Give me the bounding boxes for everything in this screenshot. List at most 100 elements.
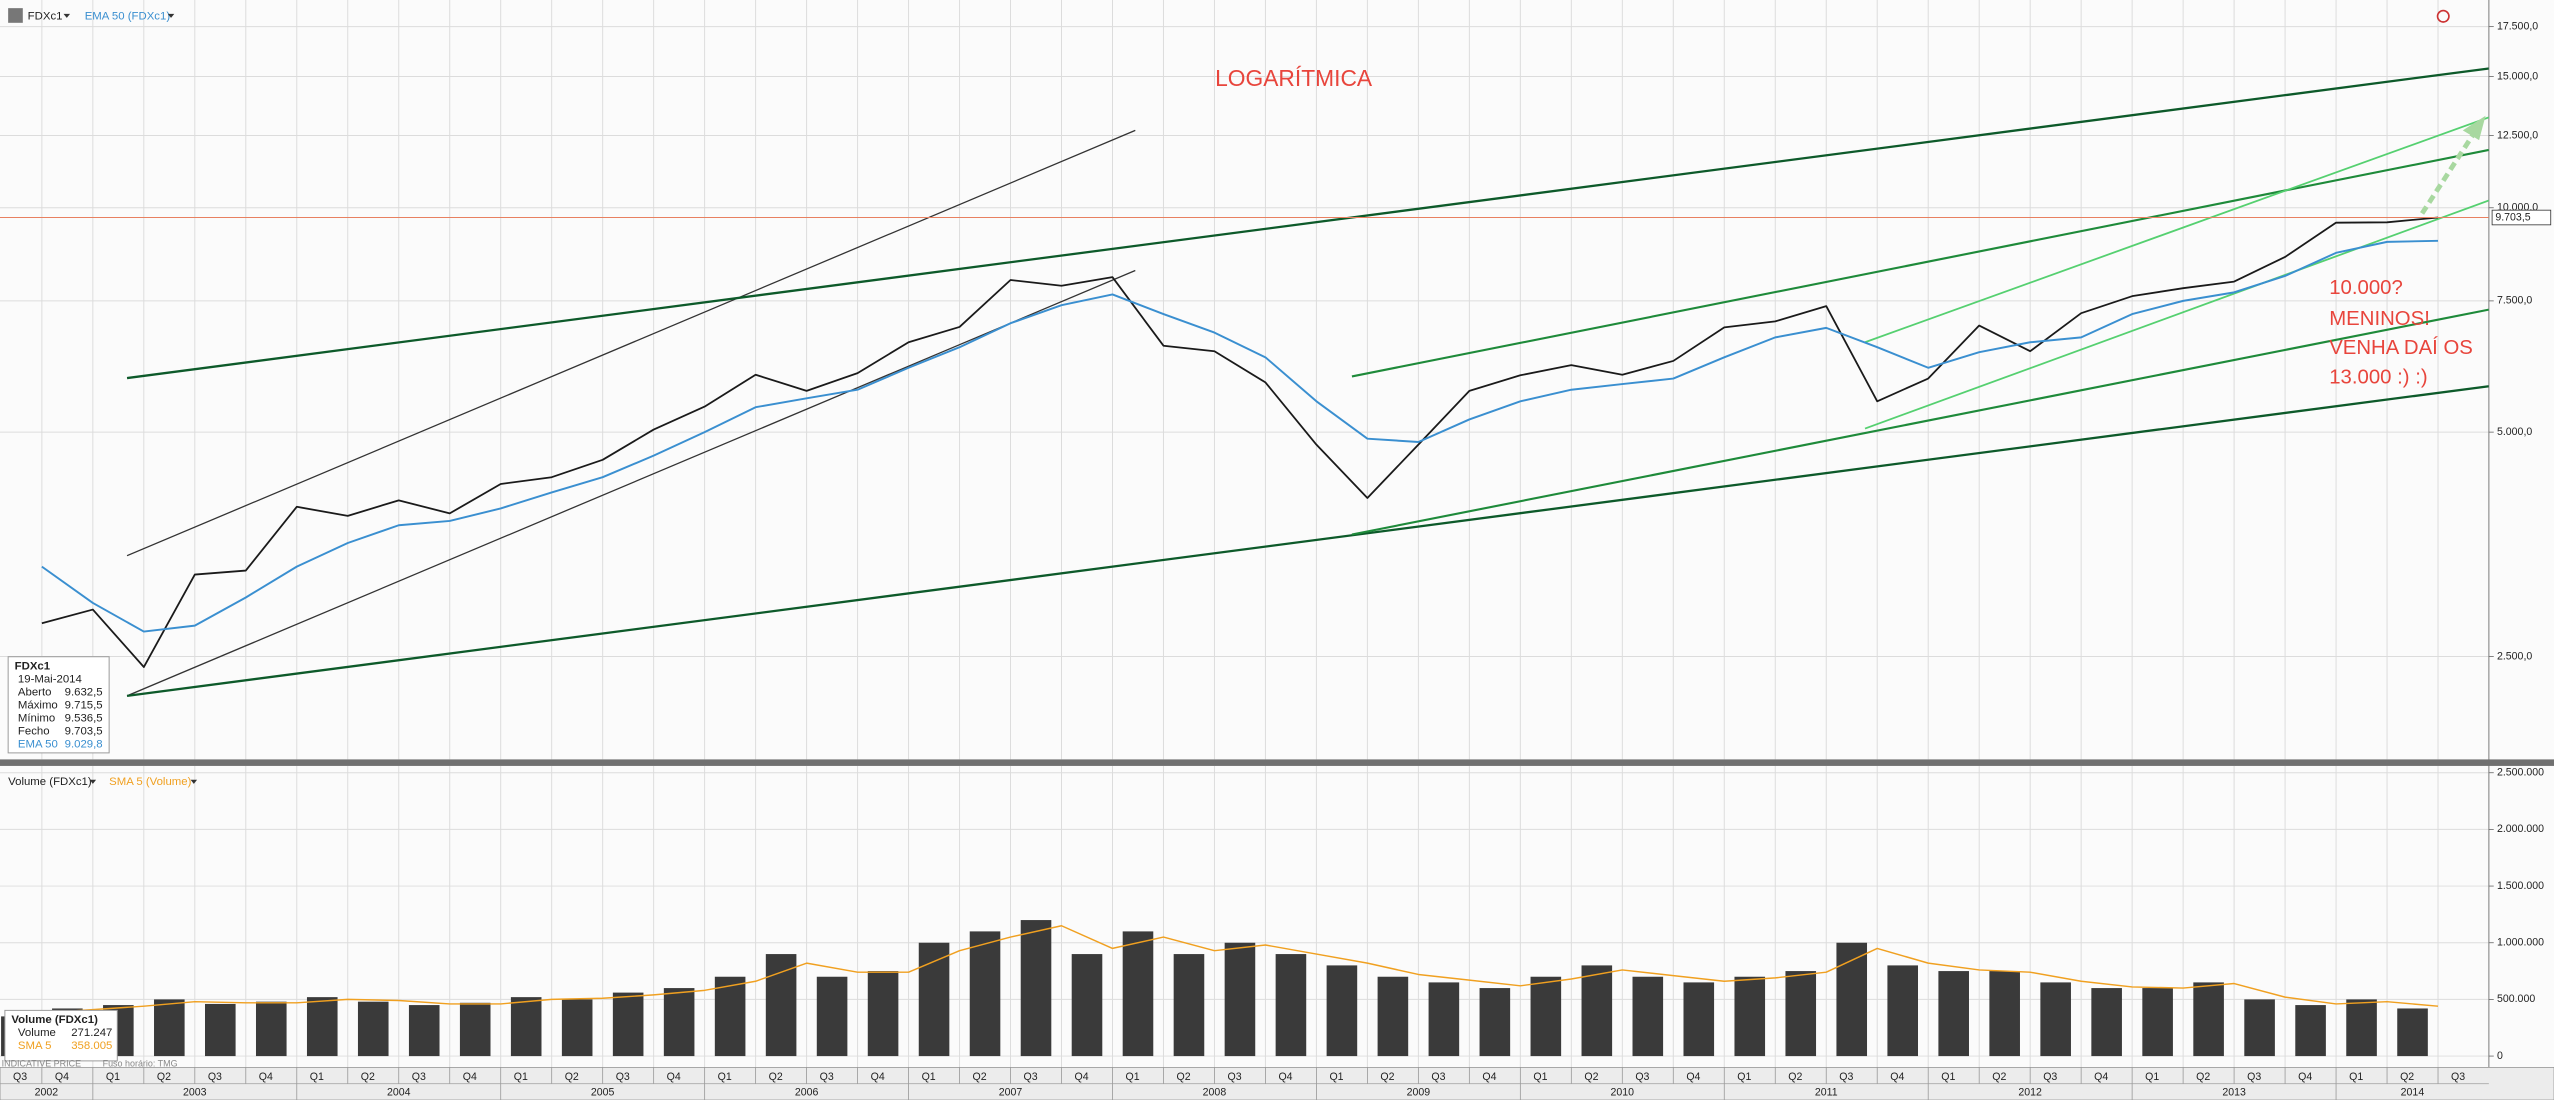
volume-box: [4, 1009, 118, 1062]
trendline: [1351, 148, 2489, 378]
y-tick-label: 17.500,0: [2497, 20, 2538, 32]
footer-note: Fuso horário: TMG: [103, 1059, 178, 1069]
data-box-date: 19-Mai-2014: [18, 674, 82, 686]
x-tick-label: Q2: [1380, 1071, 1394, 1083]
x-tick-label: Q1: [1737, 1071, 1751, 1083]
volume-bar: [816, 976, 848, 1057]
refresh-icon[interactable]: [2436, 9, 2450, 23]
volume-bar: [918, 942, 950, 1057]
volume-box-value: 358.005: [71, 1040, 112, 1052]
trendline: [126, 129, 1136, 557]
x-tick-label: Q2: [565, 1071, 579, 1083]
last-price-badge: [2491, 209, 2552, 226]
x-tick-label: Q3: [1024, 1071, 1038, 1083]
y-tick-label: 1.000.000: [2497, 937, 2544, 949]
dropdown-arrow[interactable]: [190, 779, 198, 784]
price-legend[interactable]: FDXc1: [28, 10, 63, 22]
x-tick-label: Q3: [2247, 1071, 2261, 1083]
volume-bar: [867, 971, 899, 1057]
volume-plot: [1, 920, 2439, 1057]
volume-bar: [2295, 1005, 2326, 1057]
x-tick-label: Q4: [55, 1071, 69, 1083]
dropdown-arrow[interactable]: [63, 13, 71, 18]
volume-bar: [1683, 982, 1715, 1057]
volume-bar: [1887, 965, 1919, 1057]
x-year-label: 2005: [591, 1086, 615, 1098]
x-tick-label: Q4: [1278, 1071, 1292, 1083]
x-tick-label: Q2: [1788, 1071, 1802, 1083]
y-tick-label: 2.500.000: [2497, 767, 2544, 779]
volume-bar: [2397, 1008, 2428, 1057]
x-tick-label: Q2: [1584, 1071, 1598, 1083]
trendlines: [126, 67, 2489, 697]
trendline: [1864, 199, 2489, 430]
x-tick-label: Q1: [922, 1071, 936, 1083]
x-tick-label: Q4: [2298, 1071, 2312, 1083]
x-tick-label: Q1: [514, 1071, 528, 1083]
dropdown-arrow[interactable]: [167, 13, 175, 18]
x-tick-label: Q3: [2451, 1071, 2465, 1083]
trendline: [1864, 116, 2489, 344]
volume-legend[interactable]: Volume (FDXc1): [8, 776, 92, 788]
volume-bar: [1377, 976, 1409, 1057]
x-tick-label: Q2: [2400, 1071, 2414, 1083]
y-tick-label: 0: [2497, 1050, 2503, 1062]
data-box-label: Aberto: [18, 687, 52, 699]
y-tick-label: 15.000,0: [2497, 70, 2538, 82]
volume-bar: [1632, 976, 1664, 1057]
x-tick-label: Q4: [1482, 1071, 1496, 1083]
x-year-label: 2002: [35, 1086, 59, 1098]
x-tick-label: Q2: [361, 1071, 375, 1083]
volume-bar: [1479, 988, 1511, 1057]
volume-bar: [663, 988, 695, 1057]
sma-line: [41, 925, 2439, 1014]
price-line: [41, 216, 2439, 668]
volume-box-rows: Volume 271.247 SMA 5 358.005: [18, 1027, 112, 1052]
x-tick-label: Q2: [1992, 1071, 2006, 1083]
y-tick-label: 2.500,0: [2497, 650, 2532, 662]
volume-bar: [2040, 982, 2071, 1057]
volume-bar: [1326, 965, 1358, 1057]
x-tick-label: Q3: [2043, 1071, 2057, 1083]
x-tick-label: Q2: [769, 1071, 783, 1083]
data-box-label: Mínimo: [18, 713, 55, 725]
x-tick-label: Q3: [820, 1071, 834, 1083]
footer-note: INDICATIVE PRICE: [2, 1059, 81, 1069]
panel-divider: [0, 759, 2554, 766]
data-box-rows: Aberto 9.632,5 Máximo 9.715,5 Mínimo 9.536,5 F…: [18, 687, 103, 751]
x-year-label: 2013: [2222, 1086, 2246, 1098]
x-tick-label: Q1: [1941, 1071, 1955, 1083]
x-tick-label: Q2: [1177, 1071, 1191, 1083]
y-tick-label: 1.500.000: [2497, 880, 2544, 892]
app-icon[interactable]: [8, 8, 23, 23]
volume-bar: [2346, 999, 2377, 1057]
x-tick-label: Q3: [1227, 1071, 1241, 1083]
volume-bar: [1785, 971, 1817, 1057]
x-tick-label: Q3: [1839, 1071, 1853, 1083]
y-tick-label: 500.000: [2497, 993, 2535, 1005]
volume-bar: [714, 976, 746, 1057]
trendline: [126, 385, 2489, 697]
volume-bar: [1734, 976, 1766, 1057]
x-tick-label: Q2: [157, 1071, 171, 1083]
x-tick-label: Q2: [973, 1071, 987, 1083]
volume-bar: [1224, 942, 1256, 1057]
dropdown-arrow[interactable]: [89, 779, 97, 784]
ema-legend[interactable]: EMA 50 (FDXc1): [85, 10, 171, 22]
volume-bar: [154, 999, 185, 1057]
x-year-label: 2008: [1203, 1086, 1227, 1098]
data-box-label: Fecho: [18, 726, 50, 738]
x-tick-label: Q3: [412, 1071, 426, 1083]
volume-bar: [1275, 954, 1307, 1057]
trendline: [1351, 308, 2489, 536]
sma-legend[interactable]: SMA 5 (Volume): [109, 776, 191, 788]
x-tick-label: Q1: [718, 1071, 732, 1083]
x-year-label: 2011: [1815, 1086, 1838, 1098]
price-grid: [0, 0, 2489, 760]
x-year-label: 2004: [387, 1086, 411, 1098]
data-box-value: 9.632,5: [65, 687, 103, 699]
x-tick-label: Q4: [2094, 1071, 2108, 1083]
x-tick-label: Q4: [1890, 1071, 1904, 1083]
volume-bar: [205, 1003, 236, 1057]
